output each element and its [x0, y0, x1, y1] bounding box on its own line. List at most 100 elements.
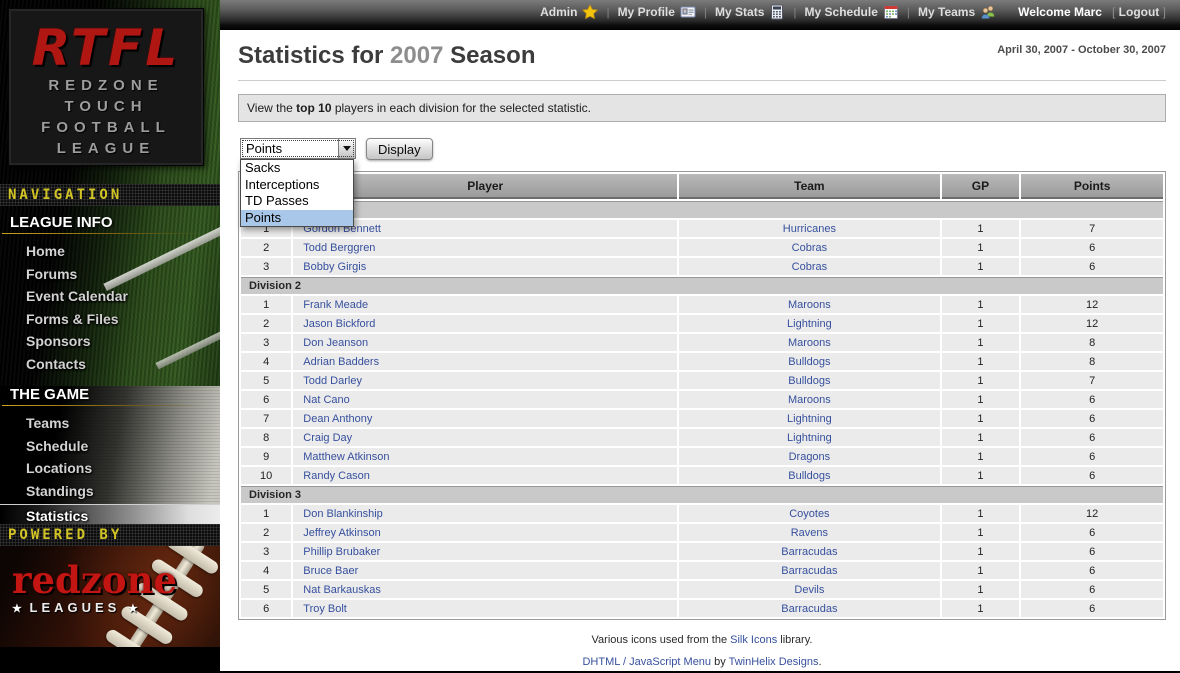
select-arrow-button[interactable] — [338, 139, 355, 158]
chevron-down-icon — [343, 146, 351, 151]
my-schedule-menu-item[interactable]: My Schedule — [805, 4, 899, 20]
player-link[interactable]: Nat Cano — [303, 393, 350, 406]
player-link[interactable]: Adrian Badders — [303, 355, 380, 368]
team-link[interactable]: Devils — [794, 583, 825, 596]
team-link[interactable]: Maroons — [787, 336, 831, 349]
logout-wrap: [ Logout ] — [1112, 5, 1166, 19]
team-link[interactable]: Lightning — [787, 412, 832, 425]
team-link[interactable]: Coyotes — [789, 507, 830, 520]
team-link[interactable]: Maroons — [787, 298, 831, 311]
division-header: Division 1 — [241, 201, 1163, 218]
star-glyph: ★ — [12, 603, 22, 615]
player-link[interactable]: Bobby Girgis — [303, 260, 367, 273]
gp-cell: 1 — [941, 467, 1020, 484]
player-link[interactable]: Todd Darley — [303, 374, 362, 387]
points-cell: 8 — [1021, 353, 1163, 370]
sidebar-item-contacts[interactable]: Contacts — [26, 355, 86, 372]
statistic-select[interactable]: Points — [240, 138, 356, 159]
sidebar-item-statistics[interactable]: Statistics — [0, 504, 220, 526]
dhtml-menu-link[interactable]: DHTML / JavaScript Menu — [582, 656, 712, 668]
table-row: 9 Matthew Atkinson Dragons 1 6 — [241, 448, 1163, 465]
my-teams-menu-item[interactable]: My Teams — [918, 4, 996, 20]
table-row: 5 Nat Barkauskas Devils 1 6 — [241, 581, 1163, 598]
player-cell: Matthew Atkinson — [293, 448, 678, 465]
rank-cell: 2 — [241, 239, 292, 256]
sidebar-item-schedule[interactable]: Schedule — [26, 437, 89, 454]
division-header-row: Division 2 — [241, 277, 1163, 294]
team-link[interactable]: Bulldogs — [788, 355, 831, 368]
player-cell: Adrian Badders — [293, 353, 678, 370]
player-cell: Phillip Brubaker — [293, 543, 678, 560]
my-stats-menu-item[interactable]: My Stats — [715, 4, 785, 20]
display-button[interactable]: Display — [366, 138, 433, 160]
team-link[interactable]: Bulldogs — [788, 374, 831, 387]
team-cell: Hurricanes — [679, 220, 940, 237]
team-cell: Barracudas — [679, 600, 940, 617]
player-link[interactable]: Phillip Brubaker — [303, 545, 381, 558]
twinhelix-link[interactable]: TwinHelix Designs — [728, 656, 819, 668]
logout-link[interactable]: Logout — [1118, 5, 1160, 19]
team-link[interactable]: Barracudas — [781, 545, 838, 558]
sidebar-item-sponsors[interactable]: Sponsors — [26, 333, 91, 349]
welcome-user-label: Welcome Marc — [1018, 5, 1102, 19]
stat-option-sacks[interactable]: Sacks — [245, 160, 281, 175]
points-cell: 6 — [1021, 524, 1163, 541]
team-link[interactable]: Bulldogs — [788, 469, 831, 482]
player-link[interactable]: Craig Day — [303, 431, 353, 444]
division-header: Division 3 — [241, 486, 1163, 503]
player-link[interactable]: Matthew Atkinson — [303, 450, 390, 463]
team-link[interactable]: Maroons — [787, 393, 831, 406]
stat-option-points[interactable]: Points — [241, 209, 353, 226]
team-link[interactable]: Ravens — [790, 526, 829, 539]
topbar: Admin | My Profile | My Stats | My Sched… — [220, 0, 1180, 30]
player-link[interactable]: Frank Meade — [303, 298, 369, 311]
chalk-line-background — [0, 386, 220, 526]
team-link[interactable]: Cobras — [791, 260, 828, 273]
team-link[interactable]: Lightning — [787, 431, 832, 444]
section-title-the-game: THE GAME — [0, 386, 220, 406]
gp-cell: 1 — [941, 562, 1020, 579]
my-profile-menu-item[interactable]: My Profile — [618, 4, 696, 20]
team-link[interactable]: Lightning — [787, 317, 832, 330]
player-link[interactable]: Randy Cason — [303, 469, 370, 482]
player-link[interactable]: Jeffrey Atkinson — [303, 526, 381, 539]
player-link[interactable]: Troy Bolt — [303, 602, 347, 615]
redzone-leagues-logo[interactable]: redzone ★ LEAGUES ★ — [12, 562, 177, 616]
sidebar-item-locations[interactable]: Locations — [26, 460, 93, 476]
sidebar-item-forms-files[interactable]: Forms & Files — [26, 310, 119, 327]
player-link[interactable]: Nat Barkauskas — [303, 583, 381, 596]
stat-option-interceptions[interactable]: Interceptions — [245, 176, 320, 192]
bracket: ] — [1162, 5, 1166, 19]
team-cell: Barracudas — [679, 562, 940, 579]
player-link[interactable]: Dean Anthony — [303, 412, 373, 425]
player-link[interactable]: Jason Bickford — [303, 317, 376, 330]
team-link[interactable]: Barracudas — [781, 602, 838, 615]
footer-line-icons: Various icons used from the Silk Icons l… — [591, 634, 813, 646]
stat-option-td-passes[interactable]: TD Passes — [245, 193, 309, 208]
sidebar-item-teams[interactable]: Teams — [26, 415, 70, 431]
team-link[interactable]: Cobras — [791, 241, 828, 254]
player-link[interactable]: Bruce Baer — [303, 564, 359, 577]
team-link[interactable]: Barracudas — [781, 564, 838, 577]
league-logo[interactable]: RTFL REDZONE TOUCH FOOTBALL LEAGUE — [8, 8, 204, 166]
player-link[interactable]: Don Blankinship — [303, 507, 383, 520]
gp-cell: 1 — [941, 296, 1020, 313]
stats-table-wrap: Player Team GP Points Division 1 1 Gordon … — [238, 171, 1166, 620]
silk-icons-link[interactable]: Silk Icons — [730, 634, 778, 646]
player-link[interactable]: Don Jeanson — [303, 336, 369, 349]
sidebar-item-standings[interactable]: Standings — [26, 482, 94, 499]
team-link[interactable]: Hurricanes — [782, 222, 836, 235]
separator: | — [793, 5, 797, 19]
player-cell: Bruce Baer — [293, 562, 678, 579]
sidebar-item-home[interactable]: Home — [26, 243, 65, 259]
player-cell: Todd Darley — [293, 372, 678, 389]
gp-cell: 1 — [941, 581, 1020, 598]
sidebar-item-forums[interactable]: Forums — [26, 265, 78, 282]
division-header-row: Division 3 — [241, 486, 1163, 503]
team-link[interactable]: Dragons — [788, 450, 831, 463]
sidebar-item-event-calendar[interactable]: Event Calendar — [26, 288, 128, 304]
player-link[interactable]: Todd Berggren — [303, 241, 376, 254]
points-cell: 12 — [1021, 296, 1163, 313]
admin-menu-item[interactable]: Admin — [540, 4, 599, 20]
points-cell: 6 — [1021, 467, 1163, 484]
